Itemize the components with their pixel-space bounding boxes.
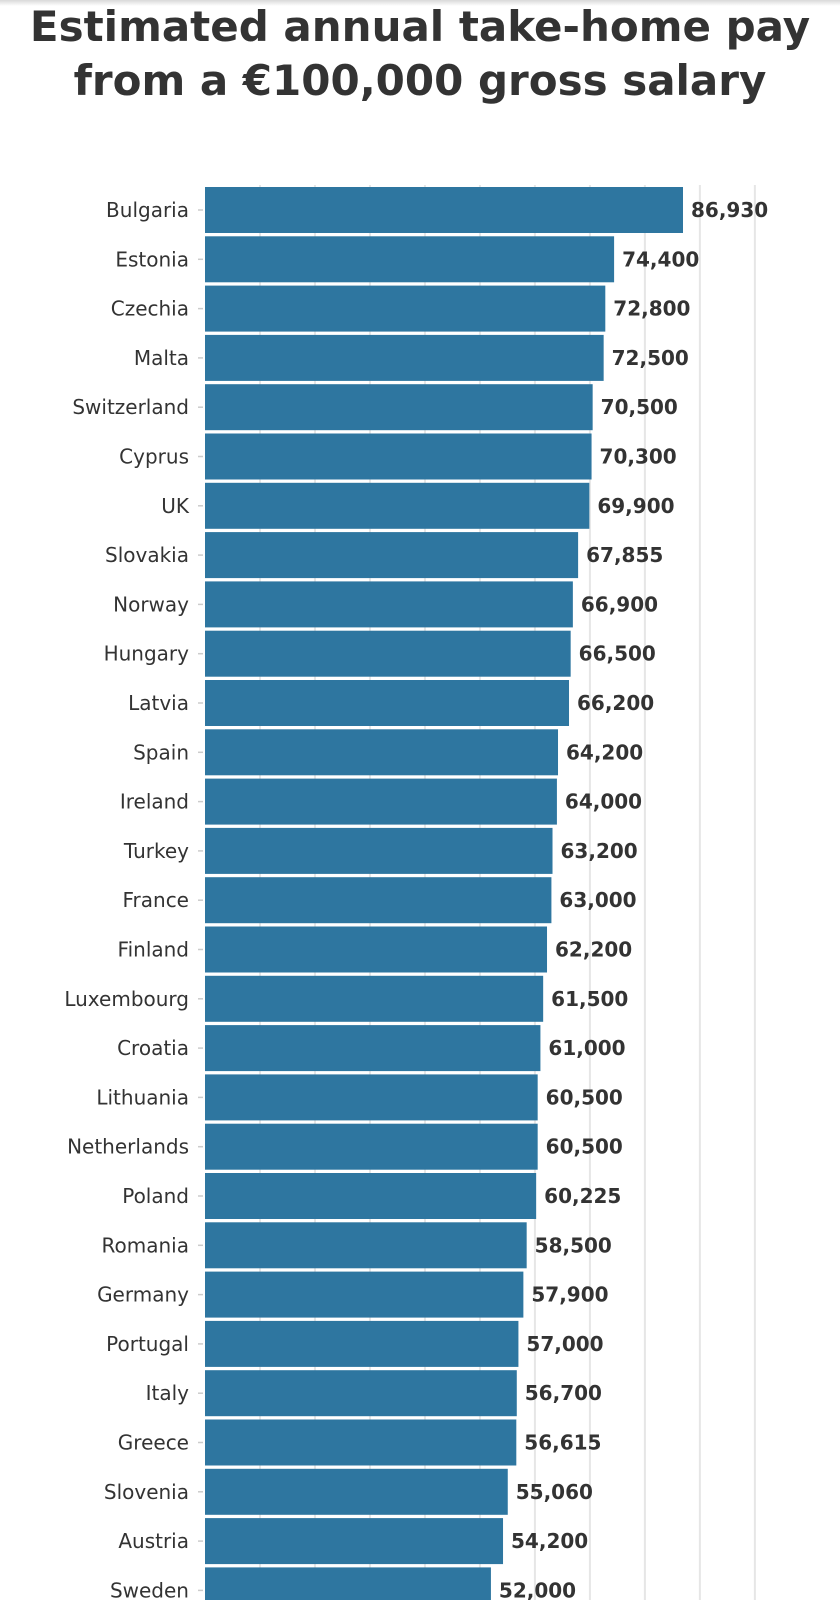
bar xyxy=(205,236,615,283)
category-label: UK xyxy=(161,494,190,518)
value-label: 60,500 xyxy=(546,1085,623,1109)
bar xyxy=(205,581,573,628)
bar xyxy=(205,778,557,825)
category-label: Malta xyxy=(134,346,189,370)
category-label: Bulgaria xyxy=(106,198,189,222)
value-labels: 86,930 74,400 72,800 72,500 70,500 70,300 69,9… xyxy=(499,198,768,1600)
bar xyxy=(205,630,571,677)
bar xyxy=(205,1271,524,1318)
category-label: Sweden xyxy=(110,1578,189,1600)
category-labels: Bulgaria Estonia Czechia Malta Switzerland Cy… xyxy=(64,198,190,1600)
category-label: Switzerland xyxy=(72,395,189,419)
category-label: Finland xyxy=(118,938,189,962)
value-label: 61,500 xyxy=(551,987,628,1011)
bar xyxy=(205,384,593,431)
value-label: 62,200 xyxy=(555,938,632,962)
bar xyxy=(205,482,590,529)
tick-marks xyxy=(198,209,203,1592)
bar xyxy=(205,1370,517,1417)
category-label: Czechia xyxy=(111,297,189,321)
bar xyxy=(205,1074,538,1121)
category-label: Netherlands xyxy=(67,1135,189,1159)
bar xyxy=(205,187,683,233)
category-label: Romania xyxy=(102,1233,189,1257)
bar xyxy=(205,1567,491,1600)
value-label: 57,000 xyxy=(526,1332,603,1356)
bar xyxy=(205,285,606,332)
bar xyxy=(205,1320,519,1367)
bar xyxy=(205,975,544,1022)
value-label: 64,000 xyxy=(565,790,642,814)
bar xyxy=(205,926,548,973)
value-label: 55,060 xyxy=(516,1480,593,1504)
bar xyxy=(205,1518,504,1565)
value-label: 60,225 xyxy=(544,1184,621,1208)
value-label: 70,300 xyxy=(600,445,677,469)
bar xyxy=(205,532,579,579)
category-label: France xyxy=(122,888,189,912)
bar xyxy=(205,729,559,776)
bar xyxy=(205,1173,537,1219)
category-label: Croatia xyxy=(117,1036,189,1060)
bar xyxy=(205,1123,538,1170)
bar xyxy=(205,680,570,726)
value-label: 70,500 xyxy=(601,395,678,419)
category-label: Turkey xyxy=(123,839,189,863)
value-label: 63,200 xyxy=(561,839,638,863)
category-label: Cyprus xyxy=(119,445,189,469)
bar xyxy=(205,1025,541,1072)
value-label: 56,615 xyxy=(524,1431,601,1455)
category-label: Ireland xyxy=(120,790,189,814)
value-label: 61,000 xyxy=(548,1036,625,1060)
category-label: Spain xyxy=(133,740,189,764)
bar xyxy=(205,1468,508,1515)
value-label: 64,200 xyxy=(566,740,643,764)
value-label: 66,200 xyxy=(577,691,654,715)
category-label: Greece xyxy=(118,1431,189,1455)
value-label: 58,500 xyxy=(535,1233,612,1257)
value-label: 60,500 xyxy=(546,1135,623,1159)
value-label: 67,855 xyxy=(586,543,663,567)
category-label: Estonia xyxy=(115,247,189,271)
category-label: Norway xyxy=(113,592,189,616)
bars xyxy=(205,187,683,1600)
category-label: Hungary xyxy=(104,642,190,666)
category-label: Poland xyxy=(122,1184,189,1208)
value-label: 72,800 xyxy=(613,297,690,321)
value-label: 86,930 xyxy=(691,198,768,222)
category-label: Portugal xyxy=(106,1332,189,1356)
category-label: Luxembourg xyxy=(64,987,189,1011)
category-label: Austria xyxy=(118,1529,189,1553)
value-label: 72,500 xyxy=(612,346,689,370)
value-label: 57,900 xyxy=(531,1283,608,1307)
value-label: 74,400 xyxy=(622,247,699,271)
category-label: Slovenia xyxy=(104,1480,189,1504)
value-label: 63,000 xyxy=(559,888,636,912)
value-label: 54,200 xyxy=(511,1529,588,1553)
value-label: 66,500 xyxy=(579,642,656,666)
bar xyxy=(205,334,604,381)
category-label: Italy xyxy=(146,1381,190,1405)
bar xyxy=(205,433,592,480)
value-label: 56,700 xyxy=(525,1381,602,1405)
category-label: Germany xyxy=(97,1283,189,1307)
value-label: 69,900 xyxy=(597,494,674,518)
top-shadow xyxy=(0,0,840,6)
bar xyxy=(205,1222,527,1269)
bar xyxy=(205,1419,517,1466)
bar xyxy=(205,827,553,874)
category-label: Latvia xyxy=(128,691,189,715)
category-label: Slovakia xyxy=(105,543,189,567)
bar xyxy=(205,877,552,924)
value-label: 66,900 xyxy=(581,592,658,616)
value-label: 52,000 xyxy=(499,1578,576,1600)
chart-title: Estimated annual take-home pay from a €1… xyxy=(29,2,811,105)
category-label: Lithuania xyxy=(96,1085,189,1109)
